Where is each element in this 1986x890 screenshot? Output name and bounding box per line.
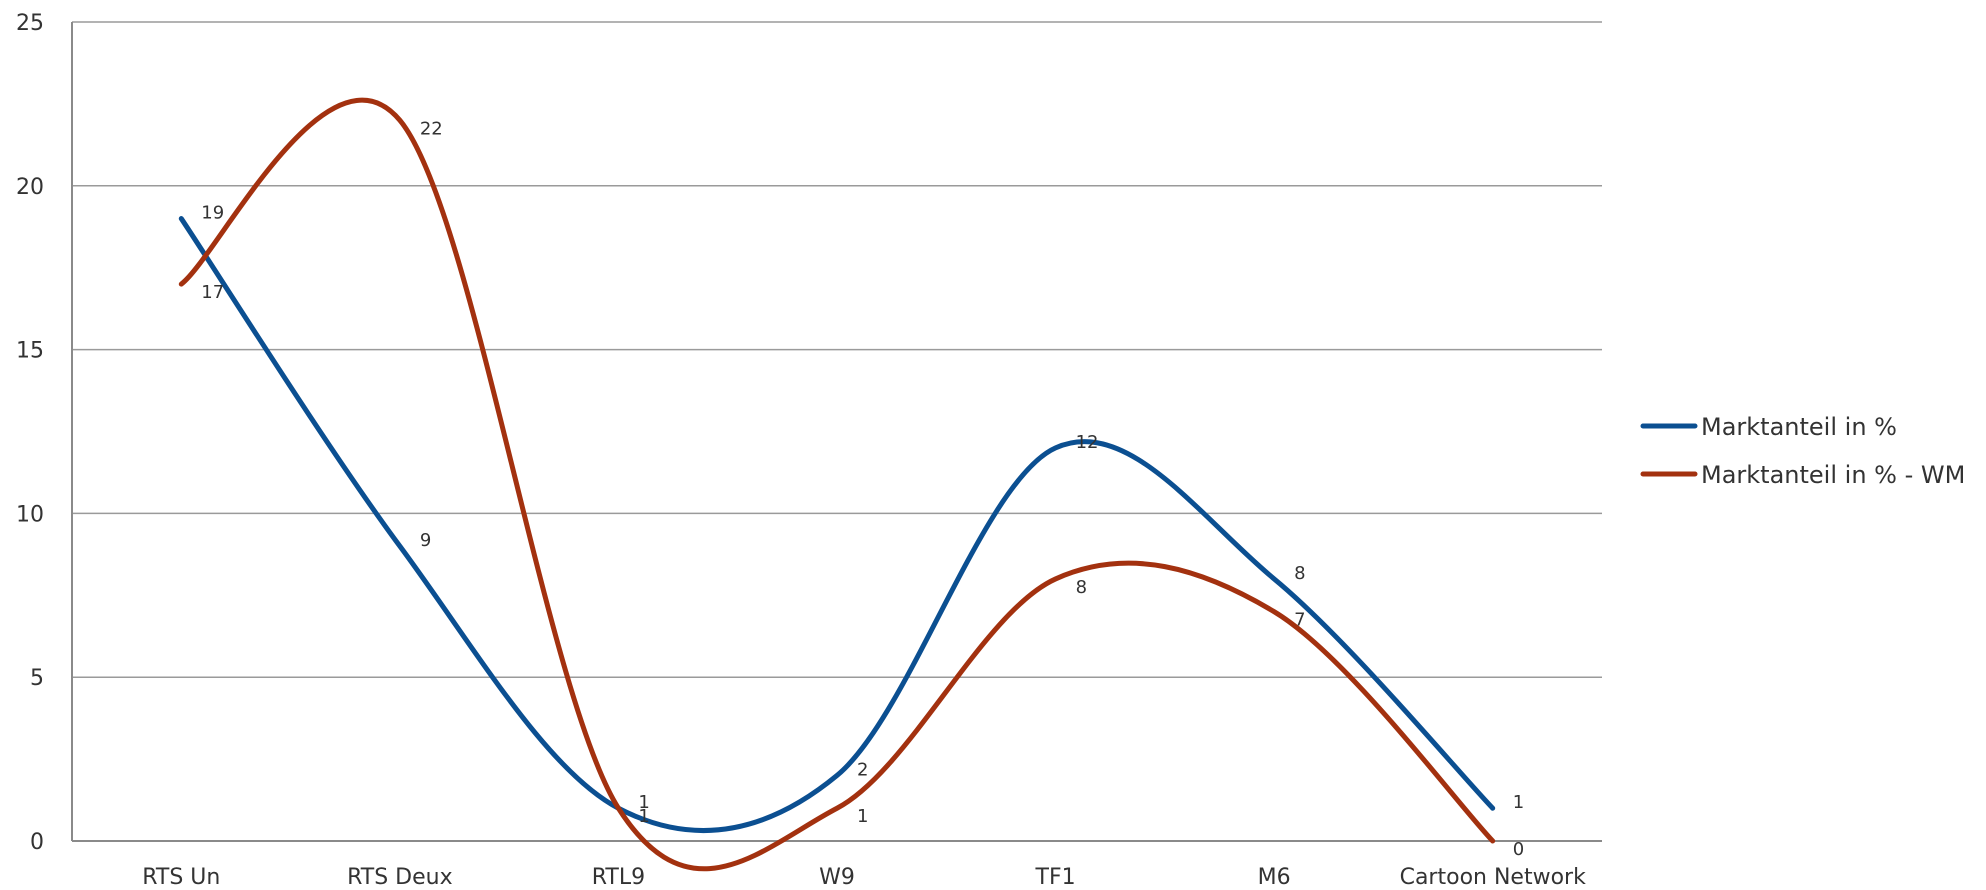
gridlines [71, 21, 1602, 842]
data-label: 1 [857, 806, 868, 827]
data-label: 8 [1294, 563, 1305, 584]
data-label: 12 [1076, 432, 1099, 453]
legend-label: Marktanteil in % [1701, 413, 1897, 441]
series-lines [178, 97, 1496, 872]
y-tick-label: 5 [30, 666, 44, 691]
data-label: 1 [638, 806, 649, 827]
y-tick-label: 0 [30, 830, 44, 855]
data-label: 9 [420, 530, 431, 551]
y-axis-ticks: 0 5 10 15 20 25 [16, 11, 44, 855]
y-tick-label: 10 [16, 502, 44, 527]
legend-label: Marktanteil in % - WM [1701, 461, 1965, 489]
series-line-2 [178, 97, 1496, 872]
x-tick-label: W9 [819, 865, 855, 890]
legend: Marktanteil in % Marktanteil in % - WM [1640, 413, 1965, 489]
x-tick-label: RTS Un [142, 865, 220, 890]
data-label: 1 [1513, 792, 1524, 813]
data-label: 8 [1076, 577, 1087, 598]
x-tick-label: Cartoon Network [1400, 865, 1586, 890]
x-tick-label: TF1 [1035, 865, 1076, 890]
data-label: 7 [1294, 610, 1305, 631]
x-tick-label: M6 [1258, 865, 1291, 890]
x-tick-label: RTL9 [592, 865, 645, 890]
data-label: 17 [201, 282, 224, 303]
data-label: 2 [857, 759, 868, 780]
data-label: 1 [638, 792, 649, 813]
series-line-1 [178, 216, 1496, 834]
y-tick-label: 15 [16, 339, 44, 364]
y-tick-label: 20 [16, 175, 44, 200]
data-label: 19 [201, 203, 224, 224]
x-axis-ticks: RTS Un RTS Deux RTL9 W9 TF1 M6 Cartoon Network [142, 865, 1586, 890]
data-label: 0 [1513, 839, 1524, 860]
y-tick-label: 25 [16, 11, 44, 36]
x-tick-label: RTS Deux [347, 865, 453, 890]
data-label: 22 [420, 118, 443, 139]
